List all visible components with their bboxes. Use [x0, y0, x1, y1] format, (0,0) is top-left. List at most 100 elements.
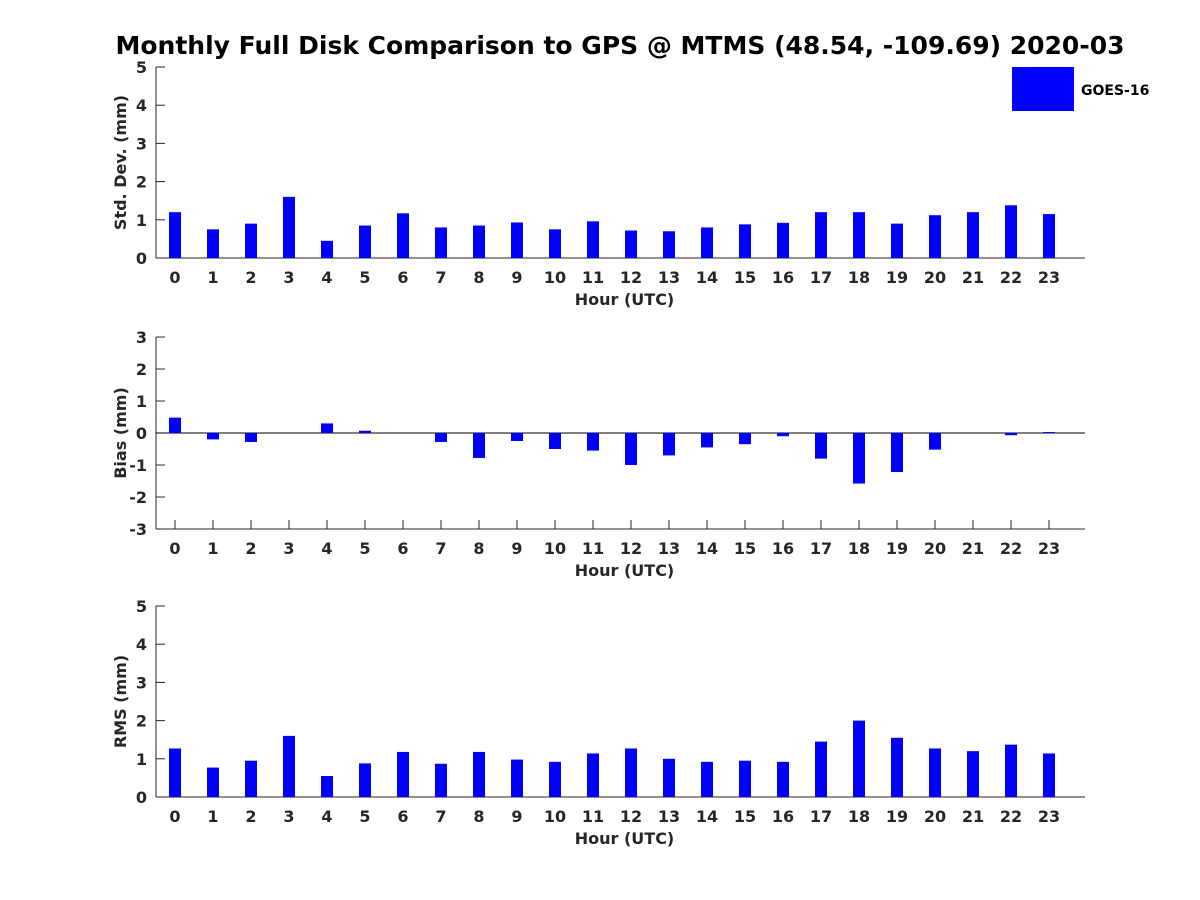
x-tick-label: 0: [169, 268, 180, 287]
bar: [283, 196, 295, 258]
bar: [397, 751, 409, 797]
x-tick-label: 16: [772, 807, 794, 826]
bar: [169, 748, 181, 797]
x-tick-label: 7: [435, 268, 446, 287]
bar: [321, 423, 333, 433]
y-tick-label: 4: [136, 96, 147, 115]
x-tick-label: 14: [696, 268, 718, 287]
bar: [169, 417, 181, 433]
x-tick-label: 13: [658, 807, 680, 826]
bar: [815, 212, 827, 258]
y-tick-label: 0: [136, 249, 147, 268]
bar: [929, 433, 941, 450]
x-tick-label: 22: [1000, 807, 1022, 826]
x-tick-label: 8: [473, 539, 484, 558]
bar: [1043, 432, 1055, 434]
bar: [245, 223, 257, 258]
x-tick-label: 19: [886, 268, 908, 287]
x-tick-label: 13: [658, 539, 680, 558]
x-tick-label: 22: [1000, 268, 1022, 287]
x-tick-label: 8: [473, 268, 484, 287]
bar: [511, 759, 523, 797]
x-tick-label: 21: [962, 807, 984, 826]
x-tick-label: 6: [397, 268, 408, 287]
x-tick-label: 23: [1038, 268, 1060, 287]
bar: [473, 433, 485, 458]
bar: [207, 229, 219, 258]
x-tick-label: 14: [696, 807, 718, 826]
x-tick-label: 18: [848, 807, 870, 826]
bar: [625, 748, 637, 797]
x-tick-label: 4: [321, 807, 332, 826]
y-axis-label: Std. Dev. (mm): [111, 95, 130, 230]
bar: [929, 215, 941, 258]
x-tick-label: 17: [810, 268, 832, 287]
y-tick-label: 1: [136, 392, 147, 411]
bar: [359, 225, 371, 258]
x-tick-label: 7: [435, 539, 446, 558]
bar: [245, 760, 257, 797]
legend: GOES-16: [1012, 67, 1149, 111]
bar: [739, 224, 751, 258]
x-tick-label: 1: [207, 268, 218, 287]
bar: [663, 433, 675, 456]
x-tick-label: 18: [848, 539, 870, 558]
x-tick-label: 17: [810, 539, 832, 558]
bar: [853, 212, 865, 258]
x-tick-label: 15: [734, 268, 756, 287]
x-axis-label: Hour (UTC): [575, 561, 675, 580]
x-tick-label: 9: [511, 807, 522, 826]
x-tick-label: 2: [245, 268, 256, 287]
x-tick-label: 4: [321, 539, 332, 558]
bar: [853, 433, 865, 484]
bar: [891, 737, 903, 797]
x-tick-label: 15: [734, 807, 756, 826]
bar: [473, 751, 485, 797]
legend-swatch: [1012, 67, 1074, 111]
x-tick-label: 23: [1038, 539, 1060, 558]
bar: [283, 735, 295, 797]
x-tick-label: 19: [886, 539, 908, 558]
y-tick-label: 2: [136, 173, 147, 192]
bar: [359, 430, 371, 433]
x-tick-label: 5: [359, 268, 370, 287]
bar: [435, 227, 447, 258]
bar: [587, 433, 599, 451]
x-tick-label: 3: [283, 268, 294, 287]
bar: [663, 758, 675, 797]
x-tick-label: 12: [620, 807, 642, 826]
bar: [1005, 433, 1017, 436]
y-tick-label: -3: [129, 520, 147, 539]
x-tick-label: 5: [359, 539, 370, 558]
y-tick-label: -1: [129, 456, 147, 475]
bar: [663, 231, 675, 258]
x-tick-label: 1: [207, 539, 218, 558]
bar: [207, 433, 219, 440]
y-tick-label: 1: [136, 211, 147, 230]
bar: [853, 720, 865, 797]
x-tick-label: 14: [696, 539, 718, 558]
bar: [625, 230, 637, 258]
bar: [701, 227, 713, 258]
x-tick-label: 0: [169, 539, 180, 558]
y-tick-label: 5: [136, 597, 147, 616]
bar: [549, 761, 561, 797]
x-tick-label: 21: [962, 268, 984, 287]
bar: [245, 433, 257, 442]
x-tick-label: 23: [1038, 807, 1060, 826]
y-axis-label: RMS (mm): [111, 655, 130, 748]
y-tick-label: 1: [136, 750, 147, 769]
x-tick-label: 20: [924, 268, 946, 287]
x-tick-label: 15: [734, 539, 756, 558]
bar: [739, 433, 751, 445]
bar: [169, 212, 181, 258]
x-tick-label: 4: [321, 268, 332, 287]
bar: [701, 761, 713, 797]
bar: [549, 229, 561, 258]
bar: [473, 225, 485, 258]
bar: [625, 433, 637, 465]
x-tick-label: 3: [283, 539, 294, 558]
x-tick-label: 7: [435, 807, 446, 826]
